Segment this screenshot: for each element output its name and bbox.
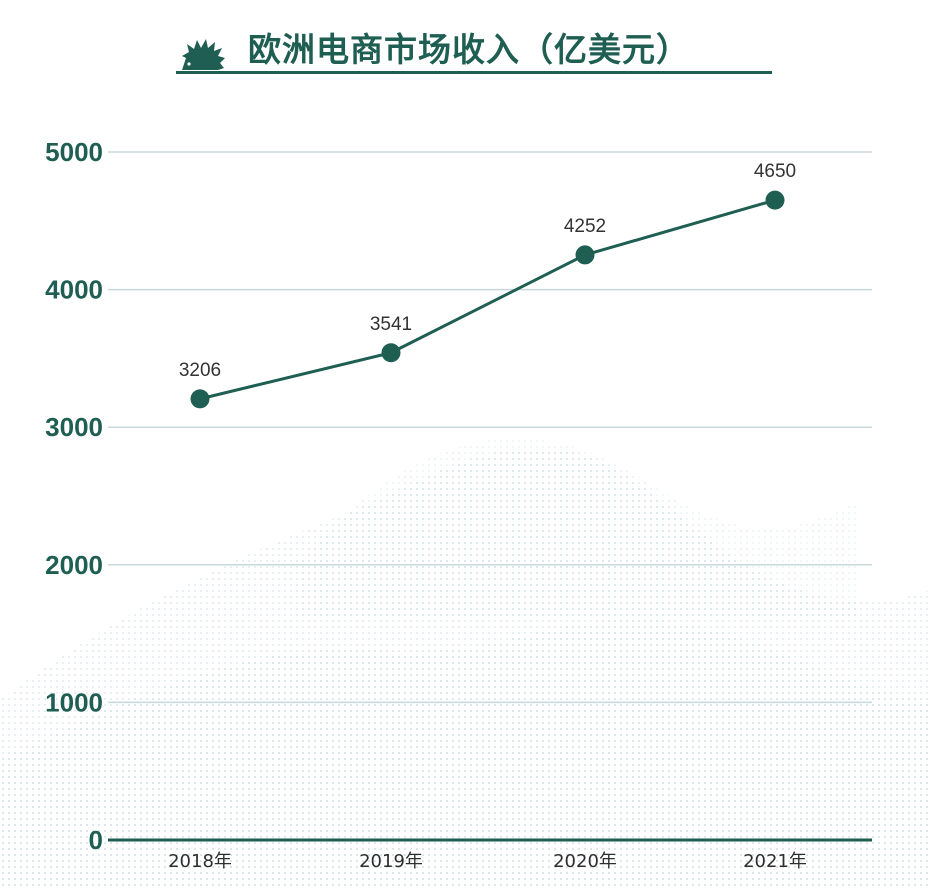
chart-title: 欧洲电商市场收入（亿美元） — [248, 30, 690, 69]
hedgehog-logo-icon — [182, 39, 225, 70]
x-tick-label-3: 2021年 — [743, 851, 807, 872]
x-tick-label-0: 2018年 — [168, 851, 232, 872]
axes: 0 1000 2000 3000 4000 5000 2018年 2019年 2020年 2021… — [45, 137, 872, 872]
data-label-3: 4650 — [754, 161, 796, 182]
x-tick-label-1: 2019年 — [359, 851, 423, 872]
data-label-0: 3206 — [179, 360, 221, 381]
y-tick-label-3000: 3000 — [45, 412, 103, 442]
y-tick-label-1000: 1000 — [45, 687, 103, 717]
data-label-2: 4252 — [564, 216, 606, 237]
data-labels: 3206 3541 4252 4650 — [179, 161, 796, 381]
data-point-1 — [381, 343, 401, 363]
series-line-0 — [199, 198, 776, 401]
data-point-2 — [575, 245, 595, 265]
grid-lines — [108, 151, 872, 704]
title-block: 欧洲电商市场收入（亿美元） — [176, 26, 772, 76]
data-point-3 — [765, 190, 785, 210]
y-tick-label-4000: 4000 — [45, 275, 103, 305]
series-line — [199, 198, 776, 401]
x-tick-label-2: 2020年 — [553, 851, 617, 872]
y-tick-label-5000: 5000 — [45, 137, 103, 167]
data-point-0 — [190, 389, 210, 409]
data-label-1: 3541 — [370, 314, 412, 335]
title-underline — [176, 71, 772, 74]
y-tick-label-2000: 2000 — [45, 550, 103, 580]
y-tick-label-0: 0 — [89, 825, 103, 855]
data-points — [190, 190, 785, 409]
